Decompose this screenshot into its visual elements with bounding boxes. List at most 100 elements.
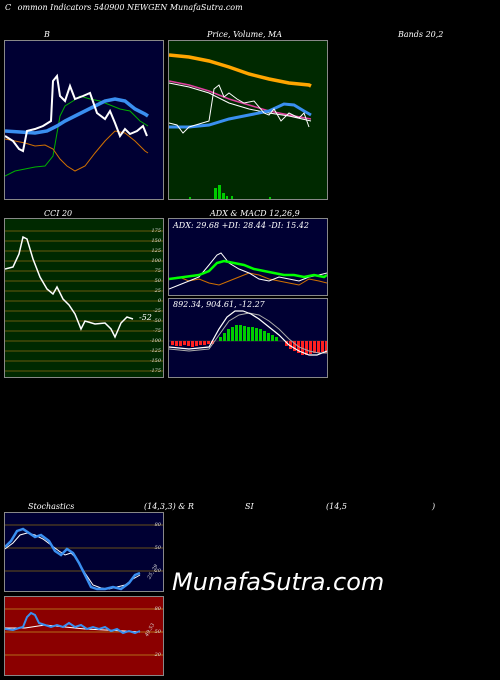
macd-histogram-bar <box>171 341 174 345</box>
middle-band-line <box>5 97 149 135</box>
macd-panel: 892.34, 904.61, -12.27 <box>168 298 328 378</box>
chart-header: C ommon Indicators 540900 NEWGEN MunafaS… <box>5 3 243 12</box>
macd-histogram-bar <box>247 327 250 341</box>
macd-histogram-bar <box>191 341 194 347</box>
macd-histogram-bar <box>259 329 262 341</box>
cci-tick-label: 50 <box>154 278 161 284</box>
macd-histogram-bar <box>309 341 312 354</box>
volume-bar <box>226 196 228 199</box>
macd-chart <box>169 310 327 356</box>
ma-blue-line <box>169 102 312 129</box>
volume-bar <box>218 185 221 199</box>
macd-histogram-bar <box>251 327 254 341</box>
adx-title: ADX & MACD 12,26,9 <box>210 209 300 218</box>
macd-histogram-bar <box>203 341 206 345</box>
cci-tick-label: 125 <box>151 248 161 254</box>
macd-histogram-bar <box>275 337 278 341</box>
adx-panel: ADX: 29.68 +DI: 28.44 -DI: 15.42 <box>168 218 328 296</box>
rsi-tick-label: 50 <box>154 629 161 635</box>
cci-tick-label: 25 <box>154 288 161 294</box>
price-volume-chart <box>169 53 312 199</box>
macd-histogram-positive <box>219 325 278 341</box>
stoch-d-line <box>5 532 141 590</box>
macd-readout: 892.34, 904.61, -12.27 <box>173 300 265 309</box>
macd-histogram-bar <box>179 341 182 346</box>
price-close-line <box>169 84 310 134</box>
cci-tick-label: -175 <box>149 368 161 374</box>
macd-histogram-bar <box>199 341 202 345</box>
macd-histogram-bar <box>285 341 288 346</box>
macd-histogram-bar <box>211 341 214 344</box>
bollinger-bands-chart <box>5 73 149 177</box>
rsi-title-si: SI <box>245 502 254 511</box>
macd-histogram-bar <box>231 327 234 341</box>
macd-histogram-bar <box>313 341 316 353</box>
stoch-title-mid: (14,3,3) & R <box>144 502 194 511</box>
macd-histogram-bar <box>175 341 178 346</box>
volume-bar <box>214 188 217 199</box>
upper-band-line <box>5 95 149 177</box>
stochastics-chart <box>5 524 163 591</box>
price-title: Price, Volume, MA <box>207 30 283 39</box>
cci-tick-label: -75 <box>152 328 161 334</box>
rsi-tick-label: 80 <box>154 606 161 612</box>
macd-signal-line <box>169 312 327 354</box>
watermark: MunafaSutra.com <box>172 568 385 596</box>
macd-histogram-bar <box>219 337 222 341</box>
macd-histogram-bar <box>183 341 186 345</box>
macd-histogram-bar <box>263 331 266 341</box>
macd-histogram-bar <box>305 341 308 355</box>
rsi-title-params: (14,5 <box>326 502 347 511</box>
macd-histogram-bar <box>187 341 190 346</box>
bands-title-left: B <box>44 30 50 39</box>
cci-tick-label: 75 <box>154 268 161 274</box>
price-volume-ma-panel <box>168 40 328 200</box>
stoch-title-left: Stochastics <box>28 502 75 511</box>
cci-tick-label: -150 <box>149 358 161 364</box>
cci-tick-label: 150 <box>151 238 161 244</box>
stoch-k-line <box>5 527 141 591</box>
macd-histogram-bar <box>207 341 210 344</box>
stoch-tick-label: 50 <box>154 545 161 551</box>
macd-histogram-bar <box>325 341 327 353</box>
macd-histogram-bar <box>317 341 320 353</box>
price-close-line <box>5 73 148 153</box>
ma-orange-line <box>169 53 312 88</box>
macd-histogram-bar <box>243 326 246 341</box>
ma-white-line <box>169 82 312 122</box>
bands-title-right: Bands 20,2 <box>398 30 444 39</box>
cci-chart <box>5 230 163 372</box>
macd-histogram-bar <box>255 328 258 341</box>
adx-line <box>169 259 327 281</box>
macd-histogram-bar <box>227 329 230 341</box>
macd-histogram-bar <box>195 341 198 346</box>
cci-tick-label: -50 <box>152 318 161 324</box>
cci-tick-label: 100 <box>151 258 161 264</box>
volume-bar <box>231 196 233 199</box>
header-title: ommon Indicators 540900 NEWGEN MunafaSut… <box>17 3 243 12</box>
cci-tick-label: 0 <box>157 298 161 304</box>
ma-pink-line <box>169 80 312 120</box>
header-title-left: C <box>5 3 12 12</box>
macd-histogram-bar <box>321 341 324 352</box>
adx-chart <box>169 252 327 290</box>
rsi-chart <box>5 608 163 656</box>
rsi-panel: 80 50 20 49.53 <box>4 596 164 676</box>
cci-tick-label: -100 <box>149 338 161 344</box>
macd-line <box>169 310 327 356</box>
volume-bar <box>222 193 225 199</box>
macd-histogram-bar <box>293 341 296 351</box>
macd-histogram-bar <box>289 341 292 349</box>
macd-histogram-bar <box>235 325 238 341</box>
macd-histogram-bar <box>271 335 274 341</box>
adx-readout: ADX: 29.68 +DI: 28.44 -DI: 15.42 <box>173 221 309 230</box>
volume-bar <box>269 197 271 199</box>
cci-tick-label: 175 <box>151 228 161 234</box>
volume-bars <box>189 185 271 199</box>
stoch-tick-label: 20 <box>154 568 161 574</box>
stoch-tick-label: 80 <box>154 522 161 528</box>
macd-histogram-bar <box>239 325 242 341</box>
cci-title: CCI 20 <box>44 209 73 218</box>
volume-bar <box>189 197 191 199</box>
rsi-title-close: ) <box>432 502 436 511</box>
